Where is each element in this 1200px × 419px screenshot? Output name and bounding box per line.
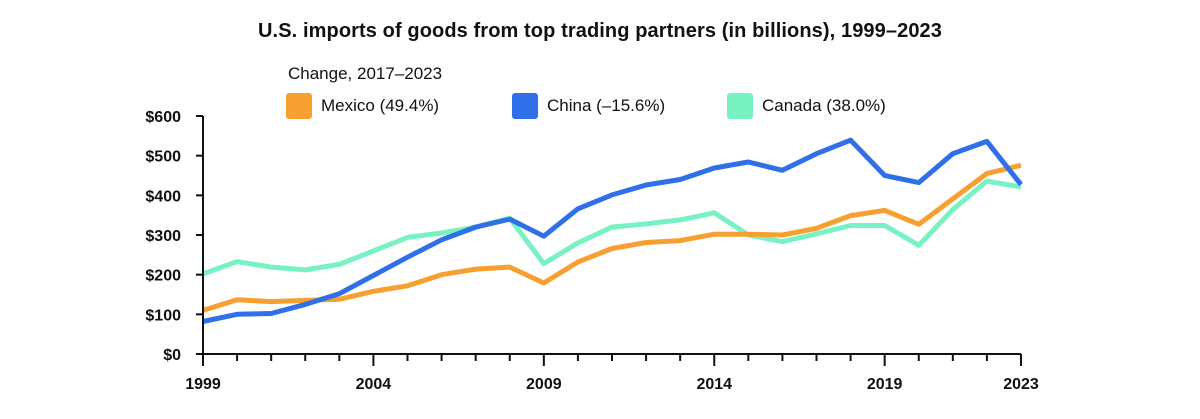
series-line-mexico — [202, 162, 1022, 313]
legend-swatch-china — [512, 93, 538, 119]
legend-item-mexico: Mexico (49.4%) — [286, 93, 439, 119]
series-layer — [202, 137, 1023, 324]
y-tick-label: $300 — [145, 228, 181, 245]
legend-swatch-mexico — [286, 93, 312, 119]
legend-label-china: China (–15.6%) — [547, 96, 666, 115]
x-tick-label: 2014 — [696, 376, 732, 393]
x-tick-label: 2004 — [356, 376, 392, 393]
x-tick-label: 2009 — [526, 376, 562, 393]
legend-title: Change, 2017–2023 — [288, 64, 443, 83]
legend-swatch-canada — [727, 93, 753, 119]
y-tick-label: $500 — [145, 149, 181, 166]
y-tick-label: $600 — [145, 109, 181, 126]
y-tick-label: $400 — [145, 188, 181, 205]
x-tick-label: 2019 — [867, 376, 903, 393]
legend-label-mexico: Mexico (49.4%) — [321, 96, 440, 115]
legend-item-canada: Canada (38.0%) — [727, 93, 886, 119]
y-tick-label: $100 — [145, 307, 181, 324]
y-tick-label: $200 — [145, 268, 181, 285]
series-line-canada — [202, 178, 1022, 277]
chart-title: U.S. imports of goods from top trading p… — [258, 20, 942, 42]
y-tick-label: $0 — [163, 347, 181, 364]
legend-label-canada: Canada (38.0%) — [762, 96, 886, 115]
axis-layer: $0 $100 $200 $300 $400 $500 $600 1999 2004 2009 20… — [145, 109, 1038, 393]
x-tick-label: 1999 — [185, 376, 221, 393]
legend-item-china: China (–15.6%) — [512, 93, 665, 119]
series-line-china — [202, 137, 1023, 324]
x-tick-label: 2023 — [1003, 376, 1039, 393]
